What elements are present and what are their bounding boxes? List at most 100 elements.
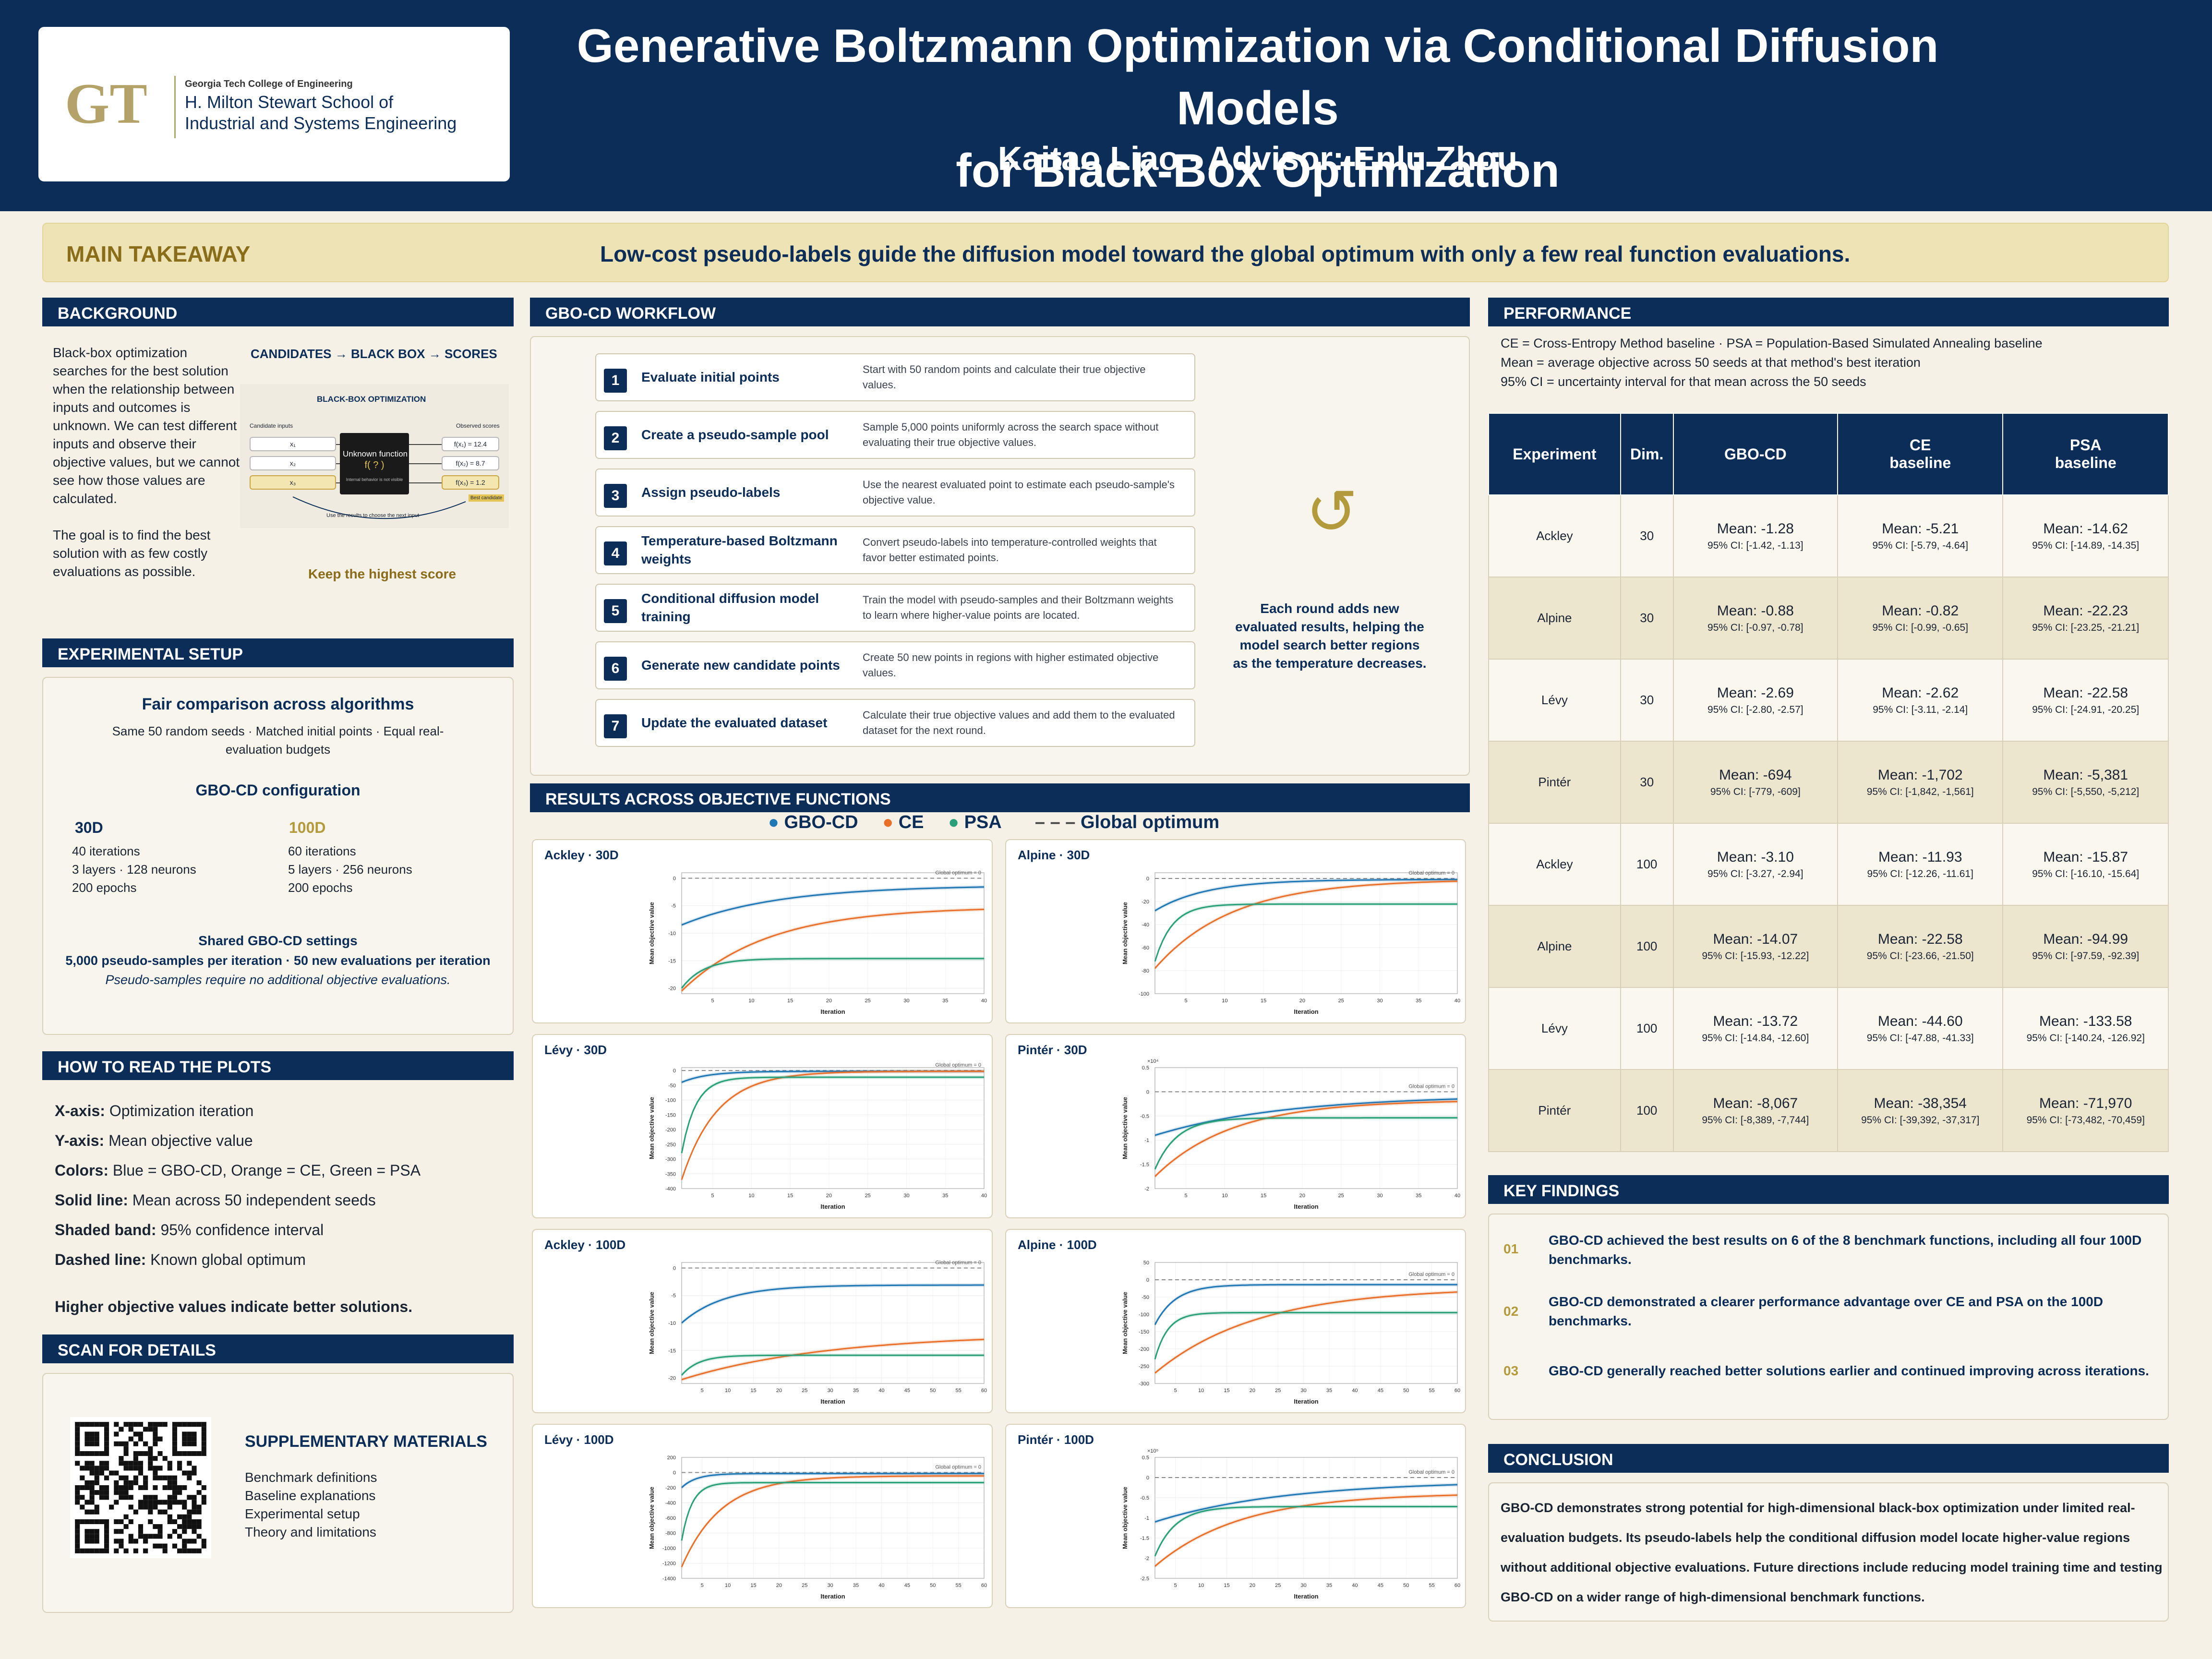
qr-module [84,1485,90,1491]
qr-module [94,1475,99,1480]
qr-module [114,1490,119,1495]
y-axis-label: Mean objective value [648,1292,655,1354]
step-number: 6 [604,657,627,681]
qr-module [192,1422,197,1427]
qr-module [192,1495,197,1500]
perf-legend-line2: Mean = average objective across 50 seeds… [1501,355,1921,370]
qr-module [75,1446,80,1451]
qr-module [153,1504,158,1510]
performance-heading: PERFORMANCE [1488,298,2169,326]
y-tick-label: -800 [665,1531,676,1537]
qr-module [94,1436,99,1442]
qr-module [99,1466,104,1471]
x-tick-label: 50 [930,1583,936,1588]
qr-module [138,1470,144,1476]
qr-module [75,1431,80,1437]
scan-panel: SUPPLEMENTARY MATERIALS Benchmark defini… [42,1373,514,1613]
qr-module [133,1461,138,1466]
qr-module [177,1461,182,1466]
qr-module [99,1548,104,1553]
plot-frame [681,1067,985,1189]
qr-module [84,1422,90,1427]
qr-module [89,1495,95,1500]
qr-module [75,1543,80,1549]
ci-value: 95% CI: [-97.59, -92.39] [2032,950,2140,962]
y-tick-label: -0.5 [1140,1114,1149,1119]
x-tick-label: 20 [826,1193,832,1199]
qr-module [162,1456,168,1461]
step-description: Train the model with pseudo-samples and … [863,594,1174,621]
poster-title: Generative Boltzmann Optimization via Co… [557,14,1959,202]
legend-dot-ce: ● [882,812,894,832]
qr-module [80,1495,85,1500]
qr-module [75,1441,80,1446]
cell-ce: Mean: -0.82 95% CI: [-0.99, -0.65] [1837,577,2004,660]
table-row: Pintér 30 Mean: -694 95% CI: [-779, -609] Me… [1488,741,2169,824]
workflow-step: 4 Temperature-based Boltzmann weights Conv… [595,526,1195,574]
x-axis-label: Iteration [1294,1398,1318,1405]
series-line-ce [1154,880,1458,969]
qr-module [104,1427,109,1432]
qr-module [104,1490,109,1495]
workflow-step: 1 Evaluate initial points Start with 50 ra… [595,353,1195,401]
y-tick-label: -250 [1139,1364,1149,1370]
step-title: Create a pseudo-sample pool [641,427,829,442]
qr-module [167,1514,172,1519]
workflow-step: 5 Conditional diffusion model training Tra… [595,584,1195,632]
qr-module [182,1470,187,1476]
qr-module [138,1529,144,1534]
series-line-gbo [681,1284,984,1324]
workflow-heading: GBO-CD WORKFLOW [530,298,1470,326]
plot-frame [1154,1262,1458,1384]
supp-title: SUPPLEMENTARY MATERIALS [245,1432,487,1451]
qr-module [119,1529,124,1534]
qr-module [177,1451,182,1456]
qr-module [128,1480,133,1485]
qr-module [167,1500,172,1505]
qr-module [153,1466,158,1471]
y-tick-label: -40 [1142,922,1149,928]
table-row: Ackley 30 Mean: -1.28 95% CI: [-1.42, -1.13… [1488,494,2169,577]
ci-band-ce [1155,1290,1457,1375]
x-tick-label: 40 [878,1388,884,1394]
series-line-psa [1154,1311,1457,1360]
step-number: 1 [604,369,627,393]
x-tick-label: 40 [1352,1583,1358,1588]
qr-module [128,1466,133,1471]
y-tick-label: -1 [1144,1515,1149,1521]
ci-band-psa [682,1480,984,1542]
qr-module [123,1480,129,1485]
cell-ce: Mean: -44.60 95% CI: [-47.88, -41.33] [1837,987,2004,1070]
mean-value: Mean: -0.82 [1882,602,1959,619]
qr-module [201,1485,206,1491]
mean-value: Mean: -8,067 [1713,1095,1798,1111]
qr-code[interactable] [70,1417,211,1558]
ci-value: 95% CI: [-1.42, -1.13] [1707,540,1803,551]
qr-module [114,1431,119,1437]
x-tick-label: 25 [865,998,871,1004]
qr-module [75,1548,80,1553]
qr-module [192,1451,197,1456]
cell-psa: Mean: -14.62 95% CI: [-14.89, -14.35] [2002,494,2169,577]
qr-module [133,1431,138,1437]
col-ce-l2: baseline [1889,454,1951,471]
qr-module [133,1441,138,1446]
ci-band-gbo [1155,1097,1457,1137]
y-tick-label: 0 [673,1470,676,1476]
chart-title: Lévy · 100D [544,1432,614,1447]
y-tick-label: 0.5 [1142,1455,1149,1461]
x-tick-label: 60 [1455,1388,1460,1394]
x-tick-label: 20 [826,998,832,1004]
qr-module [75,1534,80,1539]
col-dim: Dim. [1620,413,1674,495]
mean-value: Mean: -14.07 [1713,931,1798,947]
mean-value: Mean: -94.99 [2043,931,2128,947]
qr-module [94,1431,99,1437]
y-tick-label: -60 [1142,945,1149,951]
qr-module [196,1534,202,1539]
qr-module [196,1490,202,1495]
qr-module [153,1524,158,1529]
howto-line: Shaded band: 95% confidence interval [55,1221,324,1239]
qr-module [196,1509,202,1515]
qr-module [192,1539,197,1544]
